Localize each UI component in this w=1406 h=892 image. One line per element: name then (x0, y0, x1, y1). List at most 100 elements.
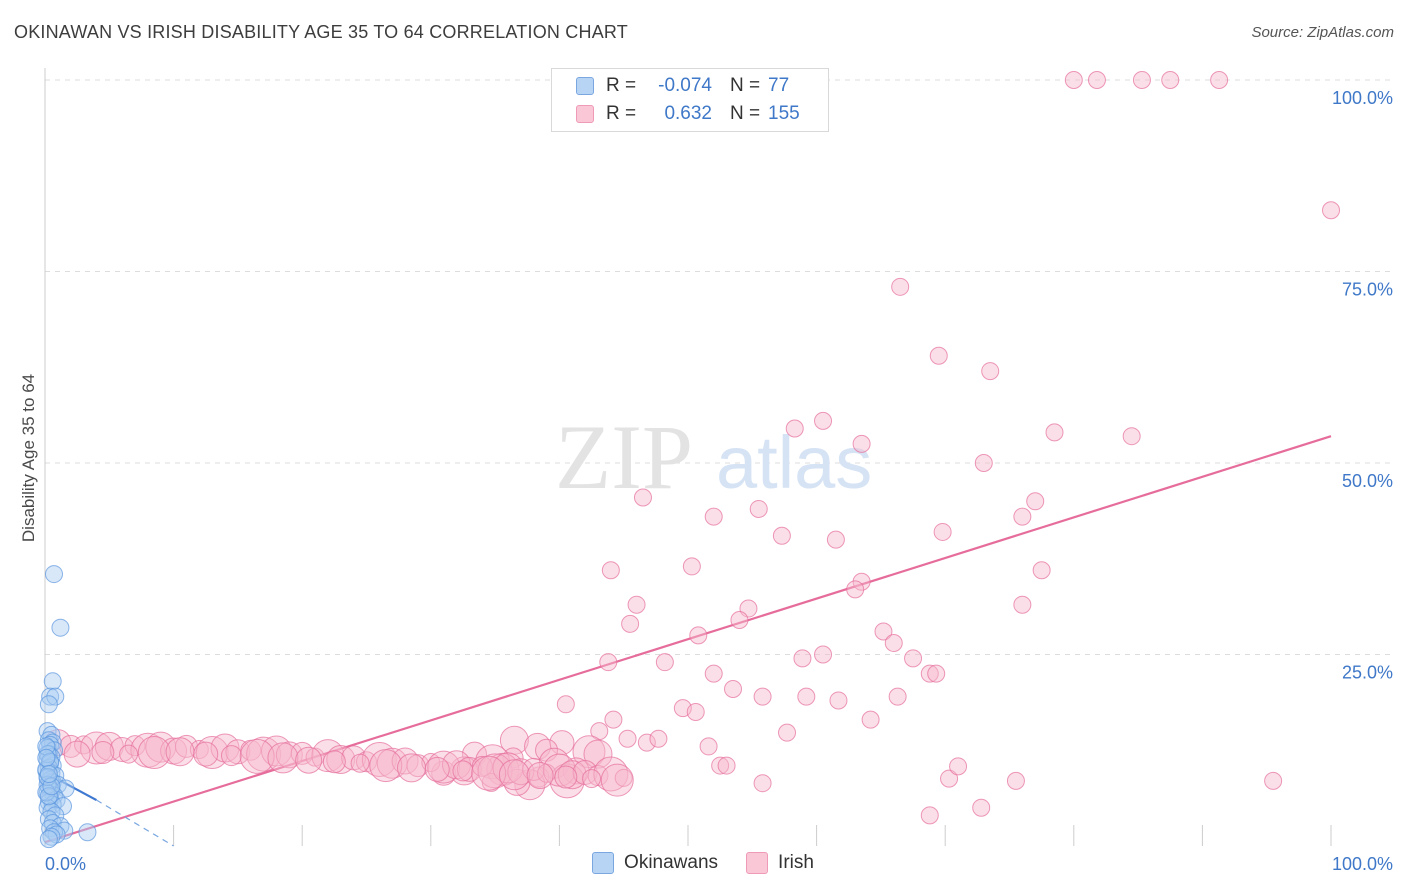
irish-point (711, 756, 730, 775)
irish-trend-line (44, 435, 1332, 844)
irish-point (1013, 507, 1032, 526)
irish-point (888, 687, 907, 706)
irish-point (74, 735, 94, 755)
irish-point (477, 753, 513, 789)
irish-point (785, 419, 804, 438)
irish-point (753, 774, 772, 793)
irish-point (1122, 427, 1141, 446)
irish-point (397, 753, 427, 783)
irish-points (44, 71, 1340, 825)
irish-point (621, 614, 640, 633)
y-tick-label: 100.0% (1332, 88, 1393, 108)
irish-point (522, 757, 546, 781)
okinawan-point (45, 565, 64, 584)
watermark: ZIP atlas (555, 406, 872, 508)
irish-point (920, 664, 939, 683)
irish-point (220, 745, 242, 767)
irish-point (1026, 492, 1045, 511)
irish-point (793, 649, 812, 668)
chart-title: OKINAWAN VS IRISH DISABILITY AGE 35 TO 6… (14, 22, 628, 42)
irish-point (556, 695, 575, 714)
okinawan-point (39, 695, 58, 714)
irish-point (267, 742, 299, 774)
irish-point (1210, 71, 1229, 89)
irish-point (730, 611, 749, 630)
irish-point (724, 679, 743, 698)
irish-point (498, 759, 530, 791)
irish-point (63, 740, 91, 768)
irish-point (109, 736, 135, 762)
okinawan-point (41, 687, 60, 706)
okinawan-point (37, 748, 56, 767)
legend-r-label: R = (606, 103, 637, 124)
legend-n-label: N = (730, 75, 761, 96)
irish-point (874, 622, 893, 641)
irish-point (1132, 71, 1151, 89)
irish-point (974, 454, 993, 472)
irish-point (682, 557, 701, 576)
legend-n-value: 77 (768, 75, 790, 96)
legend-label-irish: Irish (778, 852, 814, 873)
legend-swatch-irish (576, 105, 594, 123)
irish-point (1161, 71, 1180, 89)
irish-point (239, 738, 275, 774)
irish-point (600, 763, 634, 797)
legend-swatch-okinawans (576, 77, 594, 95)
legend-r-label: R = (606, 75, 637, 96)
irish-point (427, 750, 461, 784)
irish-point (246, 736, 282, 772)
irish-point (189, 739, 209, 759)
irish-point (981, 362, 1000, 381)
legend-r-value: -0.074 (658, 75, 712, 96)
irish-point (699, 737, 718, 756)
legend-n-label: N = (730, 103, 761, 124)
irish-point (290, 741, 314, 765)
irish-point (462, 741, 488, 767)
irish-point (972, 798, 991, 817)
irish-point (920, 806, 939, 825)
y-tick-label: 25.0% (1342, 663, 1393, 683)
okinawan-point (51, 618, 70, 637)
tick-labels: 25.0% 50.0% 75.0% 100.0% 0.0% 100.0% (45, 88, 1393, 874)
irish-point (165, 737, 195, 767)
irish-point (927, 664, 946, 683)
irish-point (1013, 595, 1032, 614)
irish-point (949, 757, 968, 776)
irish-point (295, 746, 323, 774)
irish-point (778, 723, 797, 742)
legend-item-okinawans[interactable]: Okinawans (592, 852, 718, 874)
legend-row-okinawans: R = -0.074 N = 77 (576, 73, 808, 99)
x-tick-label: 0.0% (45, 854, 86, 874)
irish-point (717, 756, 736, 775)
irish-point (627, 595, 646, 614)
irish-point (431, 760, 457, 786)
irish-point (933, 522, 952, 541)
irish-point (193, 741, 219, 767)
irish-point (633, 488, 652, 507)
irish-point (356, 751, 377, 773)
irish-point (554, 765, 578, 789)
irish-point (753, 687, 772, 706)
irish-point (1087, 71, 1106, 89)
series-legend: Okinawans Irish (0, 852, 1406, 874)
irish-point (424, 756, 450, 782)
okinawan-point (39, 830, 58, 849)
legend-label-okinawans: Okinawans (624, 852, 719, 873)
okinawan-point (38, 768, 57, 787)
irish-point (557, 760, 587, 790)
irish-point (846, 580, 865, 599)
okinawan-point (78, 823, 97, 842)
irish-point (814, 411, 833, 430)
irish-point (904, 649, 923, 668)
irish-point (689, 626, 708, 645)
irish-point (704, 664, 723, 683)
irish-point (829, 691, 848, 710)
legend-item-irish[interactable]: Irish (746, 852, 814, 874)
irish-point (1032, 561, 1051, 580)
irish-point (369, 749, 403, 783)
irish-point (526, 762, 554, 790)
irish-point (471, 755, 507, 791)
irish-point (772, 526, 791, 545)
irish-point (884, 634, 903, 653)
